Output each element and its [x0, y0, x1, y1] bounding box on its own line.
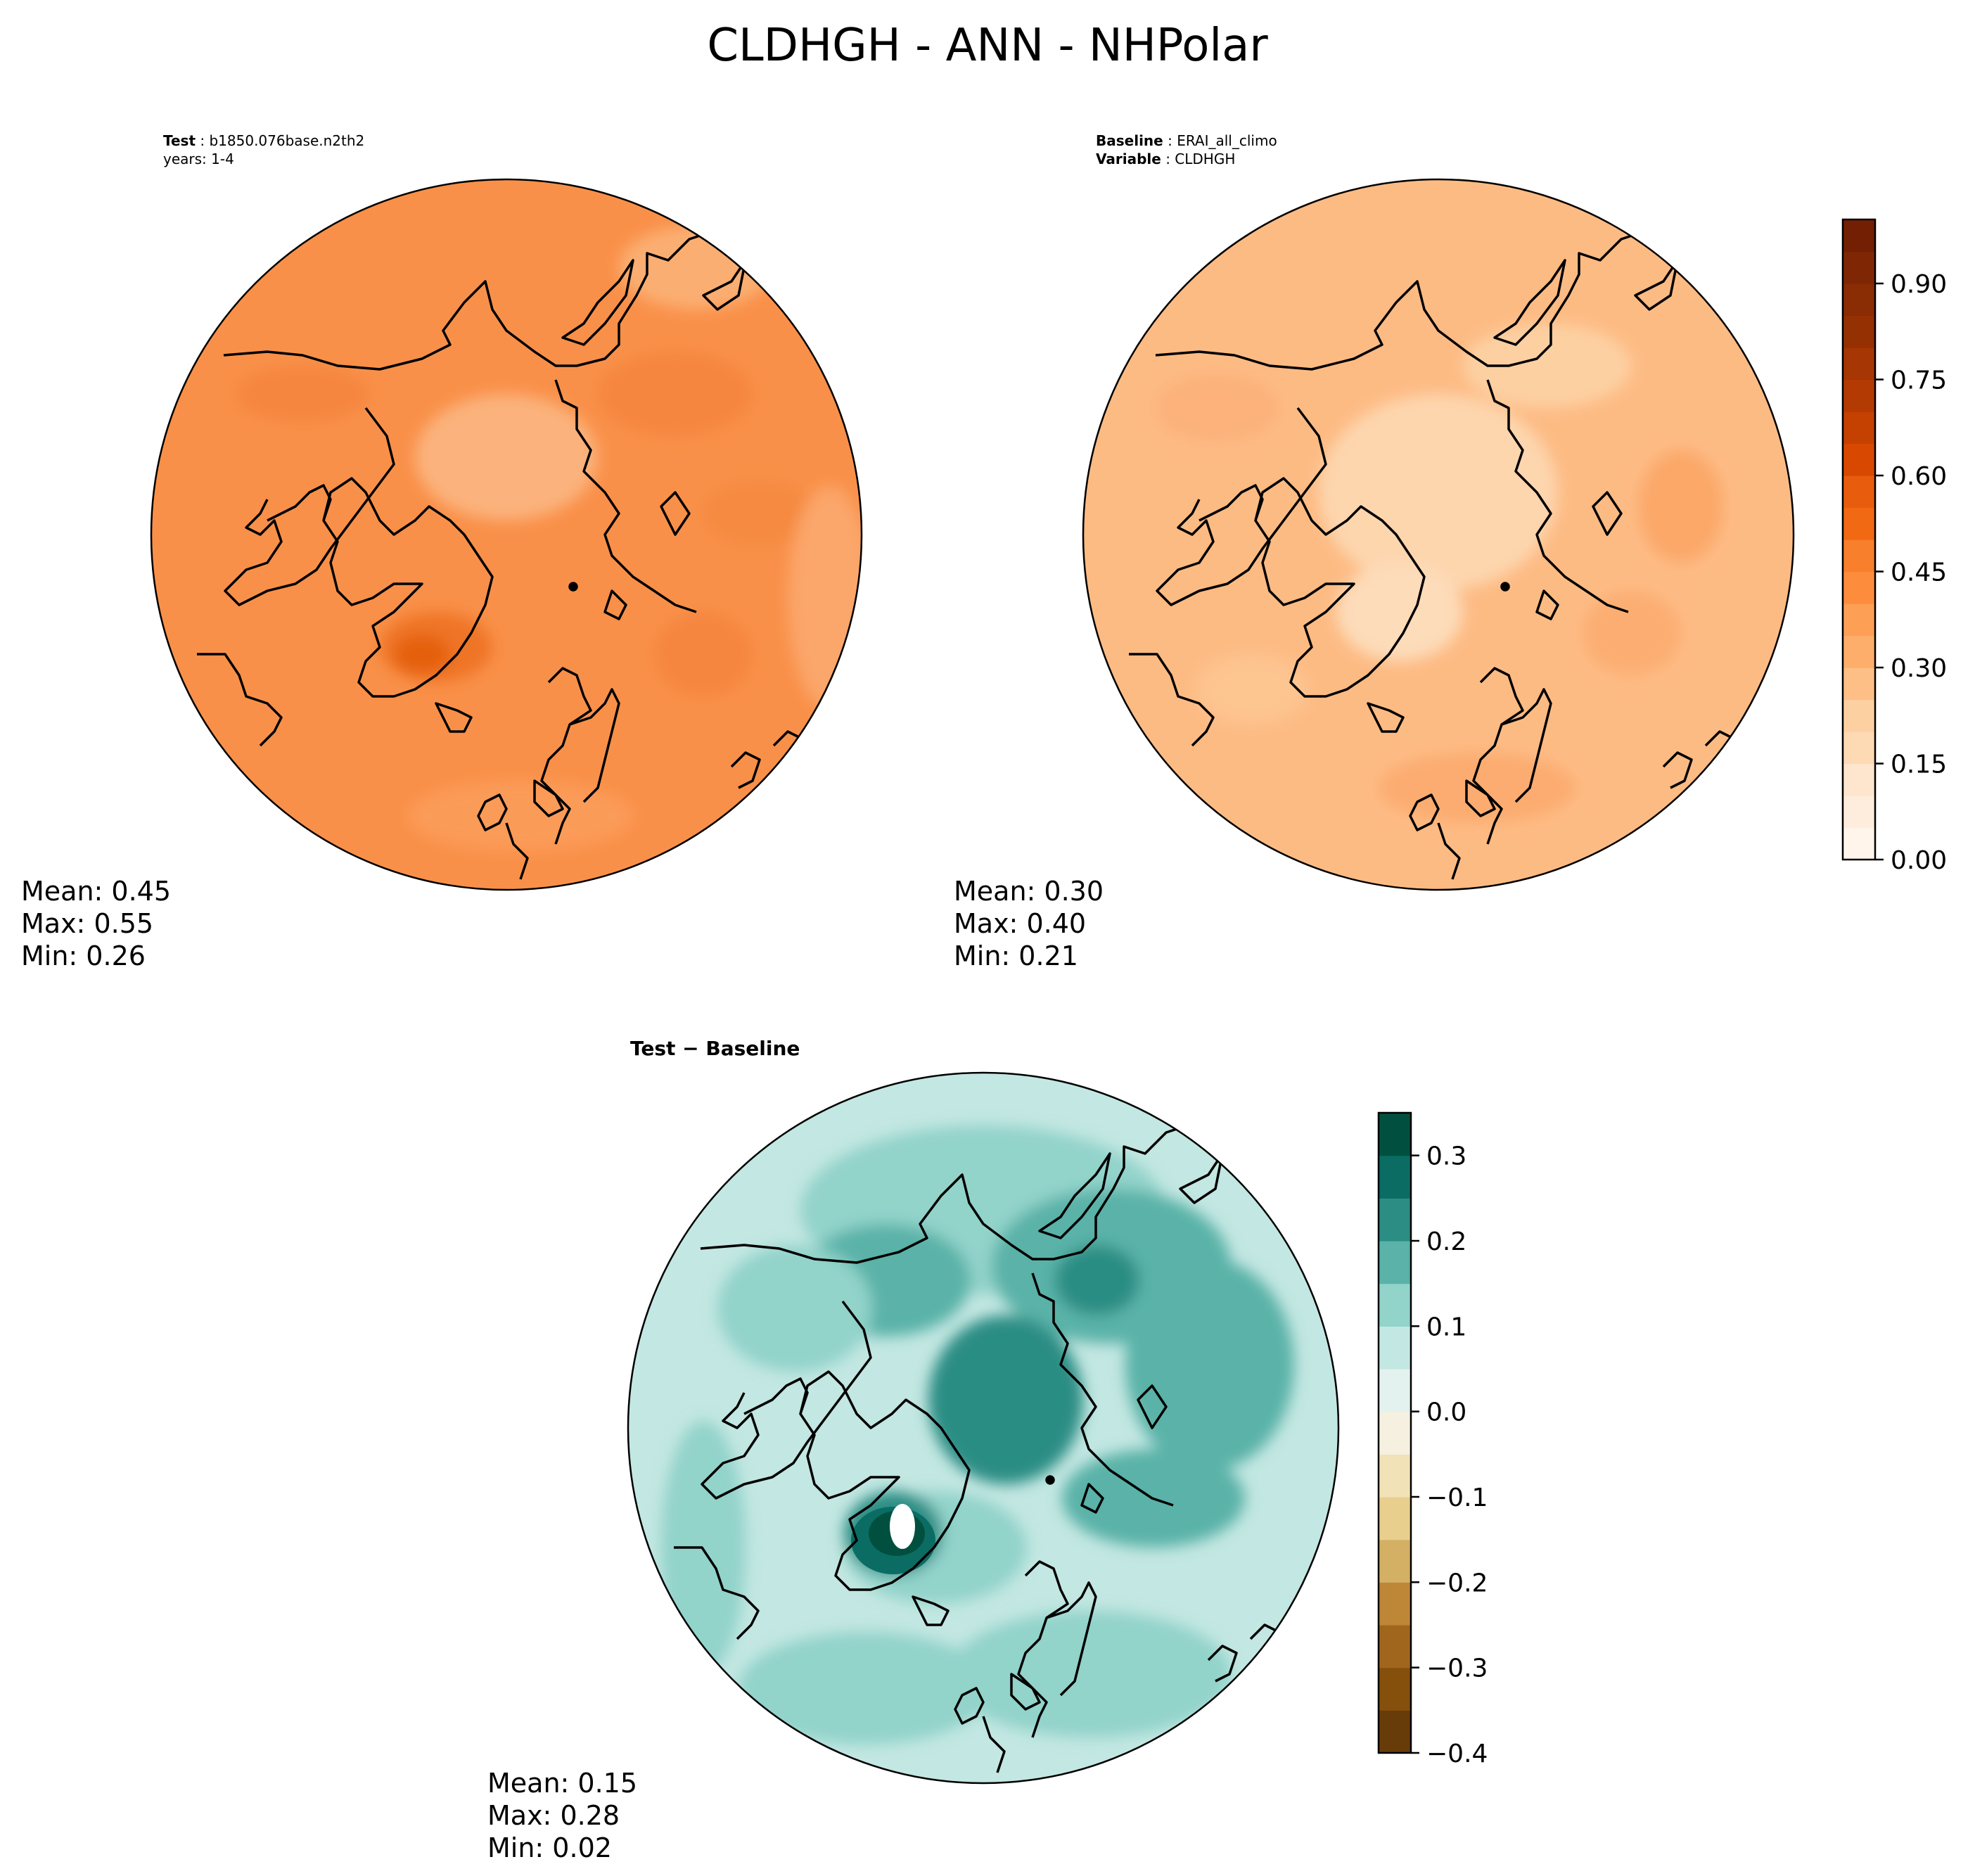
- test-header-line-2: years: 1-4: [163, 151, 234, 167]
- diff-max: Max: 0.28: [487, 1800, 620, 1831]
- colorbar-main: 0.00 0.15 0.30 0.45 0.60 0.75 0.90: [1841, 218, 1947, 875]
- baseline-max: Max: 0.40: [954, 908, 1086, 939]
- variable-header-label: Variable: [1096, 151, 1161, 167]
- colorbar-tick-label: 0.00: [1891, 846, 1947, 875]
- baseline-header-line-2: Variable : CLDHGH: [1096, 151, 1235, 167]
- test-map-field: [151, 179, 862, 890]
- diff-header: Test − Baseline: [630, 1037, 800, 1060]
- diff-min: Min: 0.02: [487, 1832, 612, 1863]
- colorbar-segment: [1843, 219, 1875, 253]
- colorbar-frame: [1377, 1111, 1412, 1754]
- test-mean: Mean: 0.45: [21, 876, 171, 907]
- colorbar-segment: [1379, 1710, 1411, 1754]
- colorbar-segment: [1843, 411, 1875, 445]
- colorbar-segment: [1843, 699, 1875, 732]
- colorbar-tick-label: 0.45: [1891, 559, 1947, 587]
- colorbar-tick-label: −0.2: [1426, 1569, 1488, 1597]
- colorbar-segment: [1843, 763, 1875, 796]
- colorbar-segment: [1843, 507, 1875, 540]
- colorbar-tick-label: −0.1: [1426, 1483, 1488, 1512]
- colorbar-segment: [1843, 251, 1875, 284]
- colorbar-segment: [1843, 571, 1875, 604]
- colorbar-segment: [1379, 1539, 1411, 1583]
- test-header-label: Test: [163, 132, 196, 149]
- colorbar-segment: [1379, 1582, 1411, 1626]
- colorbar-segment: [1379, 1625, 1411, 1668]
- colorbar-segment: [1843, 379, 1875, 412]
- colorbar-tick-label: 0.75: [1891, 366, 1947, 395]
- diff-map-field: [628, 1073, 1338, 1783]
- colorbar-tick-label: 0.2: [1426, 1227, 1466, 1256]
- colorbar-segment: [1379, 1113, 1411, 1156]
- baseline-mean: Mean: 0.30: [954, 876, 1104, 907]
- colorbar-segment: [1379, 1155, 1411, 1199]
- baseline-panel: Baseline : ERAI_all_climo Variable : CLD…: [954, 132, 1795, 971]
- colorbar-segment: [1379, 1667, 1411, 1711]
- colorbar-tick-label: 0.90: [1891, 270, 1947, 299]
- colorbar-segment: [1379, 1369, 1411, 1412]
- diff-mean: Mean: 0.15: [487, 1768, 637, 1799]
- colorbar-segment: [1843, 796, 1875, 829]
- colorbar-segment: [1379, 1497, 1411, 1540]
- colorbar-segment: [1843, 827, 1875, 860]
- colorbar-tick-label: 0.15: [1891, 751, 1947, 779]
- test-panel: Test : b1850.076base.n2th2 years: 1-4: [21, 132, 863, 971]
- colorbar-diff: −0.4 −0.3 −0.2 −0.1 0.0 0.1 0.2 0.3: [1377, 1111, 1488, 1768]
- colorbar-segment: [1843, 635, 1875, 668]
- colorbar-tick-label: 0.30: [1891, 654, 1947, 683]
- baseline-map-boundary: [1082, 178, 1795, 891]
- figure-title: CLDHGH - ANN - NHPolar: [707, 20, 1268, 72]
- baseline-min: Min: 0.21: [954, 940, 1078, 971]
- colorbar-segment: [1379, 1326, 1411, 1370]
- colorbar-frame: [1841, 218, 1877, 861]
- colorbar-segment: [1843, 347, 1875, 381]
- colorbar-tick-label: −0.4: [1426, 1740, 1488, 1768]
- colorbar-segment: [1379, 1454, 1411, 1498]
- test-min: Min: 0.26: [21, 940, 146, 971]
- colorbar-tick-label: 0.3: [1426, 1142, 1466, 1171]
- diff-map-boundary: [627, 1071, 1340, 1785]
- baseline-map-field: [1083, 179, 1794, 890]
- colorbar-segment: [1843, 476, 1875, 509]
- baseline-header-line-1: Baseline : ERAI_all_climo: [1096, 132, 1277, 149]
- colorbar-segment: [1379, 1198, 1411, 1242]
- colorbar-tick-label: −0.3: [1426, 1654, 1488, 1683]
- colorbar-segment: [1843, 732, 1875, 765]
- colorbar-segment: [1843, 283, 1875, 317]
- test-max: Max: 0.55: [21, 908, 153, 939]
- colorbar-segment: [1843, 315, 1875, 348]
- test-map-boundary: [150, 178, 863, 891]
- variable-header-value: CLDHGH: [1175, 151, 1235, 167]
- diff-panel: Test − Baseline: [487, 1037, 1340, 1863]
- colorbar-segment: [1379, 1411, 1411, 1455]
- test-header-line-1: Test : b1850.076base.n2th2: [163, 132, 364, 149]
- colorbar-segment: [1843, 668, 1875, 701]
- baseline-header-value: ERAI_all_climo: [1177, 132, 1277, 149]
- colorbar-tick-label: 0.60: [1891, 462, 1947, 491]
- colorbar-tick-label: 0.0: [1426, 1398, 1466, 1427]
- colorbar-segment: [1843, 443, 1875, 476]
- test-header-value: b1850.076base.n2th2: [209, 132, 364, 149]
- colorbar-segment: [1379, 1241, 1411, 1284]
- colorbar-segment: [1379, 1283, 1411, 1327]
- colorbar-segment: [1843, 604, 1875, 637]
- colorbar-segment: [1843, 540, 1875, 573]
- colorbar-tick-label: 0.1: [1426, 1313, 1466, 1341]
- baseline-header-label: Baseline: [1096, 132, 1163, 149]
